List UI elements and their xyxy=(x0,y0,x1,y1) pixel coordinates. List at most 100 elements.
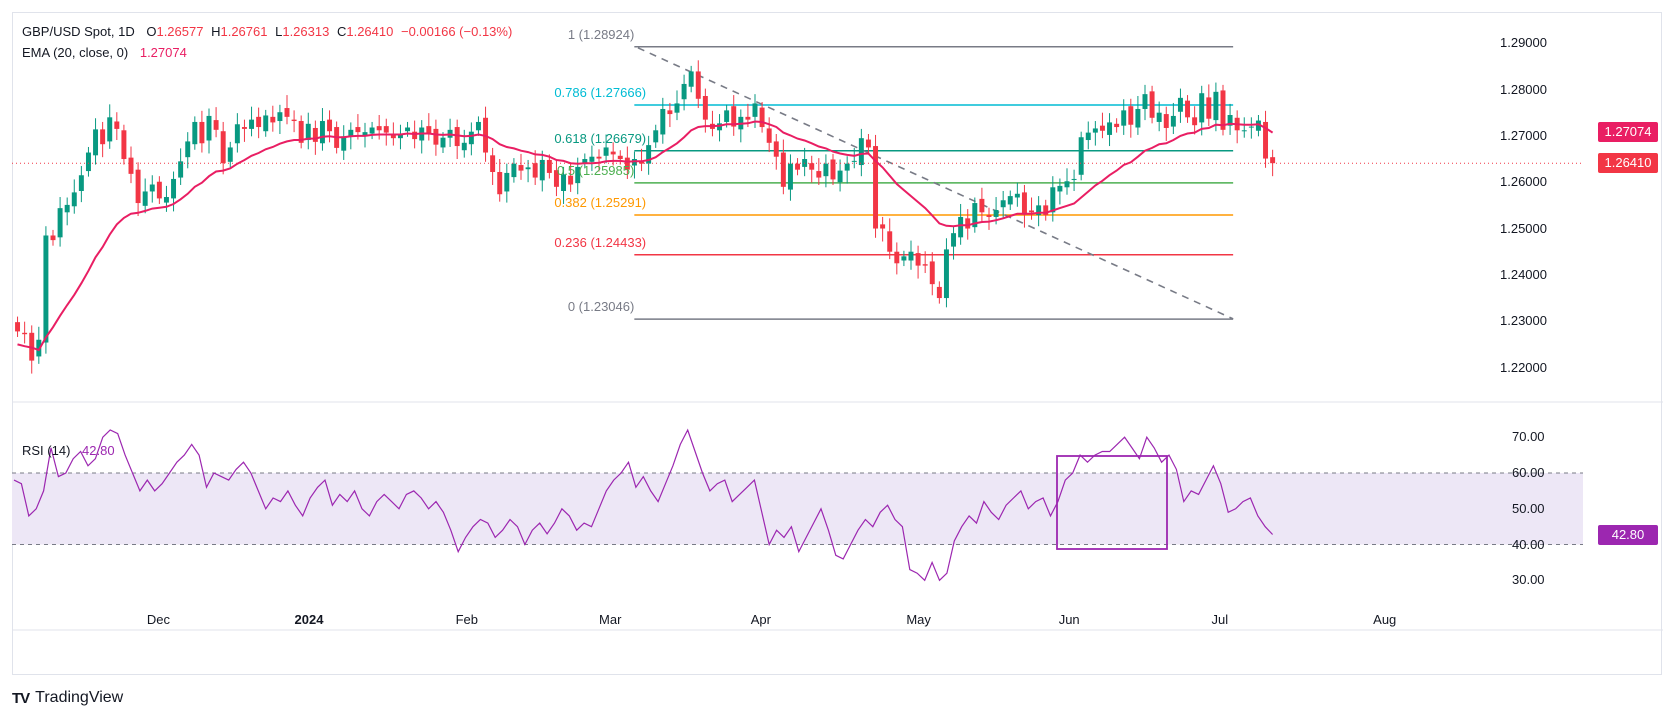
ema-value: 1.27074 xyxy=(139,45,187,60)
time-tick-label: Feb xyxy=(455,612,478,627)
candle-body xyxy=(780,152,786,187)
candle-body xyxy=(15,322,21,332)
candle-body xyxy=(589,156,595,162)
candle-body xyxy=(702,96,708,120)
price-tick-label: 1.28000 xyxy=(1500,81,1547,97)
price-tick-label: 1.22000 xyxy=(1500,359,1547,375)
candle-body xyxy=(681,83,687,100)
candle-body xyxy=(731,106,737,127)
ema-label[interactable]: EMA (20, close, 0) xyxy=(22,45,129,60)
candle-body xyxy=(1206,97,1212,119)
candle-body xyxy=(752,103,758,117)
time-tick-label: Jun xyxy=(1058,612,1080,627)
candle-body xyxy=(362,132,368,137)
candle-body xyxy=(1029,210,1035,213)
candle-body xyxy=(568,175,574,185)
candle-body xyxy=(383,126,389,133)
candle-body xyxy=(511,163,517,178)
candle-body xyxy=(759,107,765,128)
rsi-value-badge[interactable]: 42.80 xyxy=(1598,524,1658,545)
candle-body xyxy=(1248,126,1254,128)
candle-body xyxy=(844,163,850,171)
ema-price-badge[interactable]: 1.27074 xyxy=(1598,122,1658,143)
candle-body xyxy=(766,128,772,143)
last-price-badge[interactable]: 1.26410 xyxy=(1598,153,1658,174)
candle-body xyxy=(270,116,276,123)
candle-body xyxy=(178,161,184,178)
candle-body xyxy=(1220,90,1226,130)
time-tick-label: Mar xyxy=(599,612,622,627)
close-label: C xyxy=(336,24,347,39)
ema-header: EMA (20, close, 0) 1.27074 xyxy=(22,45,187,60)
brand-name: TradingView xyxy=(35,689,124,706)
candle-body xyxy=(1263,121,1269,159)
candle-body xyxy=(880,224,886,229)
fib-level-label: 0 (1.23046) xyxy=(567,299,635,315)
candle-body xyxy=(965,218,971,229)
candle-body xyxy=(553,170,559,187)
candle-body xyxy=(922,264,928,266)
rsi-highlight-box xyxy=(1056,455,1168,550)
candle-body xyxy=(1156,112,1162,122)
rsi-band xyxy=(12,472,1583,545)
fib-level-label: 0.786 (1.27666) xyxy=(554,84,647,100)
fib-level-label: 1 (1.28924) xyxy=(567,26,635,42)
candle-body xyxy=(518,165,524,171)
rsi-tick-label: 70.00 xyxy=(1512,429,1545,445)
candle-body xyxy=(901,256,907,261)
candle-body xyxy=(1177,97,1183,112)
tradingview-brand[interactable]: TV TradingView xyxy=(12,689,123,707)
candle-body xyxy=(851,160,857,162)
candle-body xyxy=(908,251,914,261)
candle-body xyxy=(865,139,871,148)
trendline xyxy=(637,47,1234,320)
rsi-tick-label: 50.00 xyxy=(1512,500,1545,516)
close-value: 1.26410 xyxy=(346,24,394,39)
fib-level-label: 0.236 (1.24433) xyxy=(554,234,647,250)
candle-body xyxy=(1170,115,1176,127)
candle-body xyxy=(114,121,120,129)
symbol-header: GBP/USD Spot, 1D O1.26577 H1.26761 L1.26… xyxy=(22,24,512,39)
candle-body xyxy=(525,167,531,170)
candle-body xyxy=(440,137,446,148)
rsi-tick-label: 40.00 xyxy=(1512,536,1545,552)
high-value: 1.26761 xyxy=(220,24,268,39)
candle-body xyxy=(298,121,304,143)
candle-body xyxy=(497,172,503,195)
candle-body xyxy=(894,251,900,264)
candle-body xyxy=(745,116,751,120)
candle-body xyxy=(1036,205,1042,216)
time-tick-label: Apr xyxy=(750,612,771,627)
candle-body xyxy=(1107,122,1113,135)
candle-body xyxy=(1255,120,1261,131)
candle-body xyxy=(936,286,942,299)
candle-body xyxy=(887,231,893,252)
candle-body xyxy=(1199,93,1205,123)
candle-body xyxy=(504,172,510,192)
price-tick-label: 1.23000 xyxy=(1500,313,1547,329)
candle-body xyxy=(1085,132,1091,141)
candle-body xyxy=(773,141,779,157)
candle-body xyxy=(291,119,297,122)
candle-body xyxy=(397,134,403,139)
candle-body xyxy=(256,116,262,128)
candle-body xyxy=(688,71,694,87)
candle-body xyxy=(1092,128,1098,133)
candle-body xyxy=(1050,187,1056,213)
low-value: 1.26313 xyxy=(282,24,330,39)
candle-body xyxy=(1099,125,1105,131)
time-tick-label: Jul xyxy=(1211,612,1229,627)
candle-body xyxy=(1007,196,1013,205)
candle-body xyxy=(674,103,680,113)
candle-body xyxy=(695,71,701,99)
candle-body xyxy=(454,127,460,147)
symbol-name[interactable]: GBP/USD Spot, 1D xyxy=(22,24,135,39)
candle-body xyxy=(1064,181,1070,188)
candle-body xyxy=(617,155,623,160)
fib-level-label: 0.5 (1.25985) xyxy=(556,162,635,178)
candle-body xyxy=(582,159,588,163)
candle-body xyxy=(915,253,921,266)
price-tick-label: 1.29000 xyxy=(1500,35,1547,51)
rsi-label[interactable]: RSI (14) xyxy=(22,443,71,458)
